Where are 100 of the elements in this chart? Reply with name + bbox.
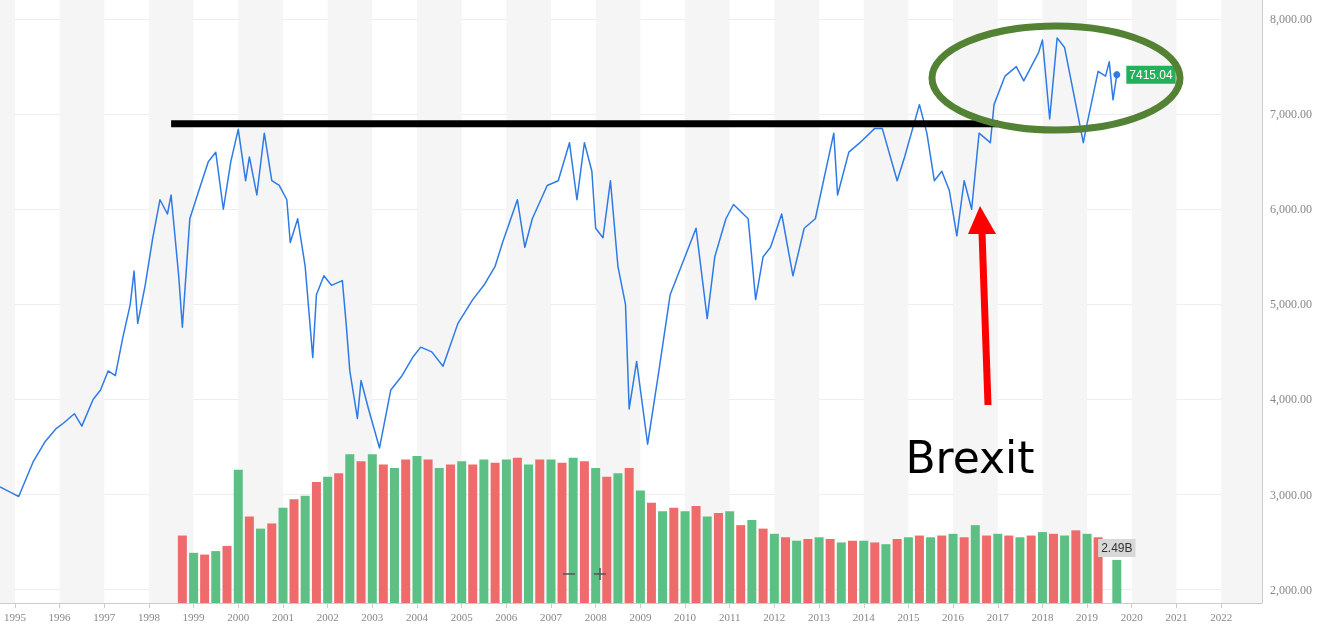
bar [557,462,567,603]
bar [1004,535,1014,603]
bar [401,459,411,603]
annotation: Brexit [904,432,1036,483]
x-tick-label: 2007 [540,610,563,623]
bar [602,476,612,603]
bar [836,542,846,603]
bar [445,464,455,603]
bar [669,507,679,603]
bar [859,540,869,603]
bar [546,459,556,603]
bar [792,540,802,603]
x-tick-label: 1998 [137,610,161,623]
bar [959,537,969,603]
x-tick-label: 2005 [450,610,474,623]
bar [535,459,545,603]
bar [1015,537,1025,603]
bar [982,535,992,603]
bar [367,454,377,603]
bar [579,461,589,603]
data-label: 7415.04 [1129,67,1174,82]
bar [378,464,388,603]
x-tick-label: 1995 [3,610,27,623]
y-tick-label: 3,000.00 [1270,487,1312,502]
bar [345,454,355,603]
data-label: 2.49B [1101,540,1133,555]
x-tick-label: 2015 [897,610,920,623]
bar [177,535,187,603]
bar [825,538,835,603]
y-tick-label: 6,000.00 [1270,202,1312,217]
bar [870,542,880,603]
bar [222,545,232,603]
x-tick-label: 1997 [93,610,116,623]
bar [1060,535,1070,603]
x-tick-label: 1999 [182,610,206,623]
x-tick-label: 2017 [986,610,1010,623]
bar [412,455,422,603]
bar [568,457,578,603]
bar [423,459,433,603]
bar [702,516,712,603]
bar [334,473,344,603]
bar [646,502,656,603]
bar [1048,533,1058,603]
bar [356,461,366,603]
x-tick-label: 2011 [718,610,741,623]
bar [434,468,444,603]
bar [993,533,1003,603]
x-tick-label: 2008 [584,610,608,623]
bar [289,499,299,603]
bar [736,525,746,603]
x-tick-label: 2004 [405,610,429,623]
bar [691,506,701,603]
bar [658,511,668,603]
bar [769,533,779,603]
bar [914,535,924,603]
bar [848,540,857,603]
y-tick-label: 2,000.00 [1270,582,1312,597]
x-tick-label: 2019 [1076,610,1099,623]
bar [937,535,947,603]
y-tick-label: 8,000.00 [1270,12,1312,27]
bar [300,495,310,603]
bar [311,481,321,603]
bar [189,552,199,603]
bar [200,554,210,603]
bar [256,528,266,603]
bar [1082,533,1092,603]
bar [233,469,243,603]
bar [591,468,601,603]
bar [803,538,813,603]
bar [1037,532,1047,603]
x-tick-label: 2018 [1031,610,1054,623]
x-tick-label: 2021 [1165,610,1188,623]
x-tick-label: 2006 [495,610,518,623]
bar [479,459,489,603]
x-tick-label: 2012 [763,610,786,623]
x-tick-label: 2003 [361,610,384,623]
x-tick-label: 2014 [852,610,876,623]
bar [323,476,333,603]
y-tick-label: 4,000.00 [1270,392,1312,407]
bar [814,537,824,603]
bar [278,507,288,603]
x-tick-label: 2010 [674,610,697,623]
bar [635,490,645,603]
x-tick-label: 2009 [629,610,652,623]
bar [926,537,936,603]
x-tick-label: 1996 [48,610,72,623]
bar [524,464,533,603]
x-tick-label: 2022 [1210,610,1233,623]
bar [624,468,634,603]
x-tick-label: 2001 [272,610,295,623]
bar [1112,559,1122,603]
bar [970,525,980,603]
x-tick-label: 2020 [1120,610,1144,623]
x-tick-label: 2000 [227,610,250,623]
bar [468,464,478,603]
bar [892,538,902,603]
bar [1071,530,1081,603]
bar [490,462,500,603]
bar [758,528,768,603]
bar [512,457,522,603]
